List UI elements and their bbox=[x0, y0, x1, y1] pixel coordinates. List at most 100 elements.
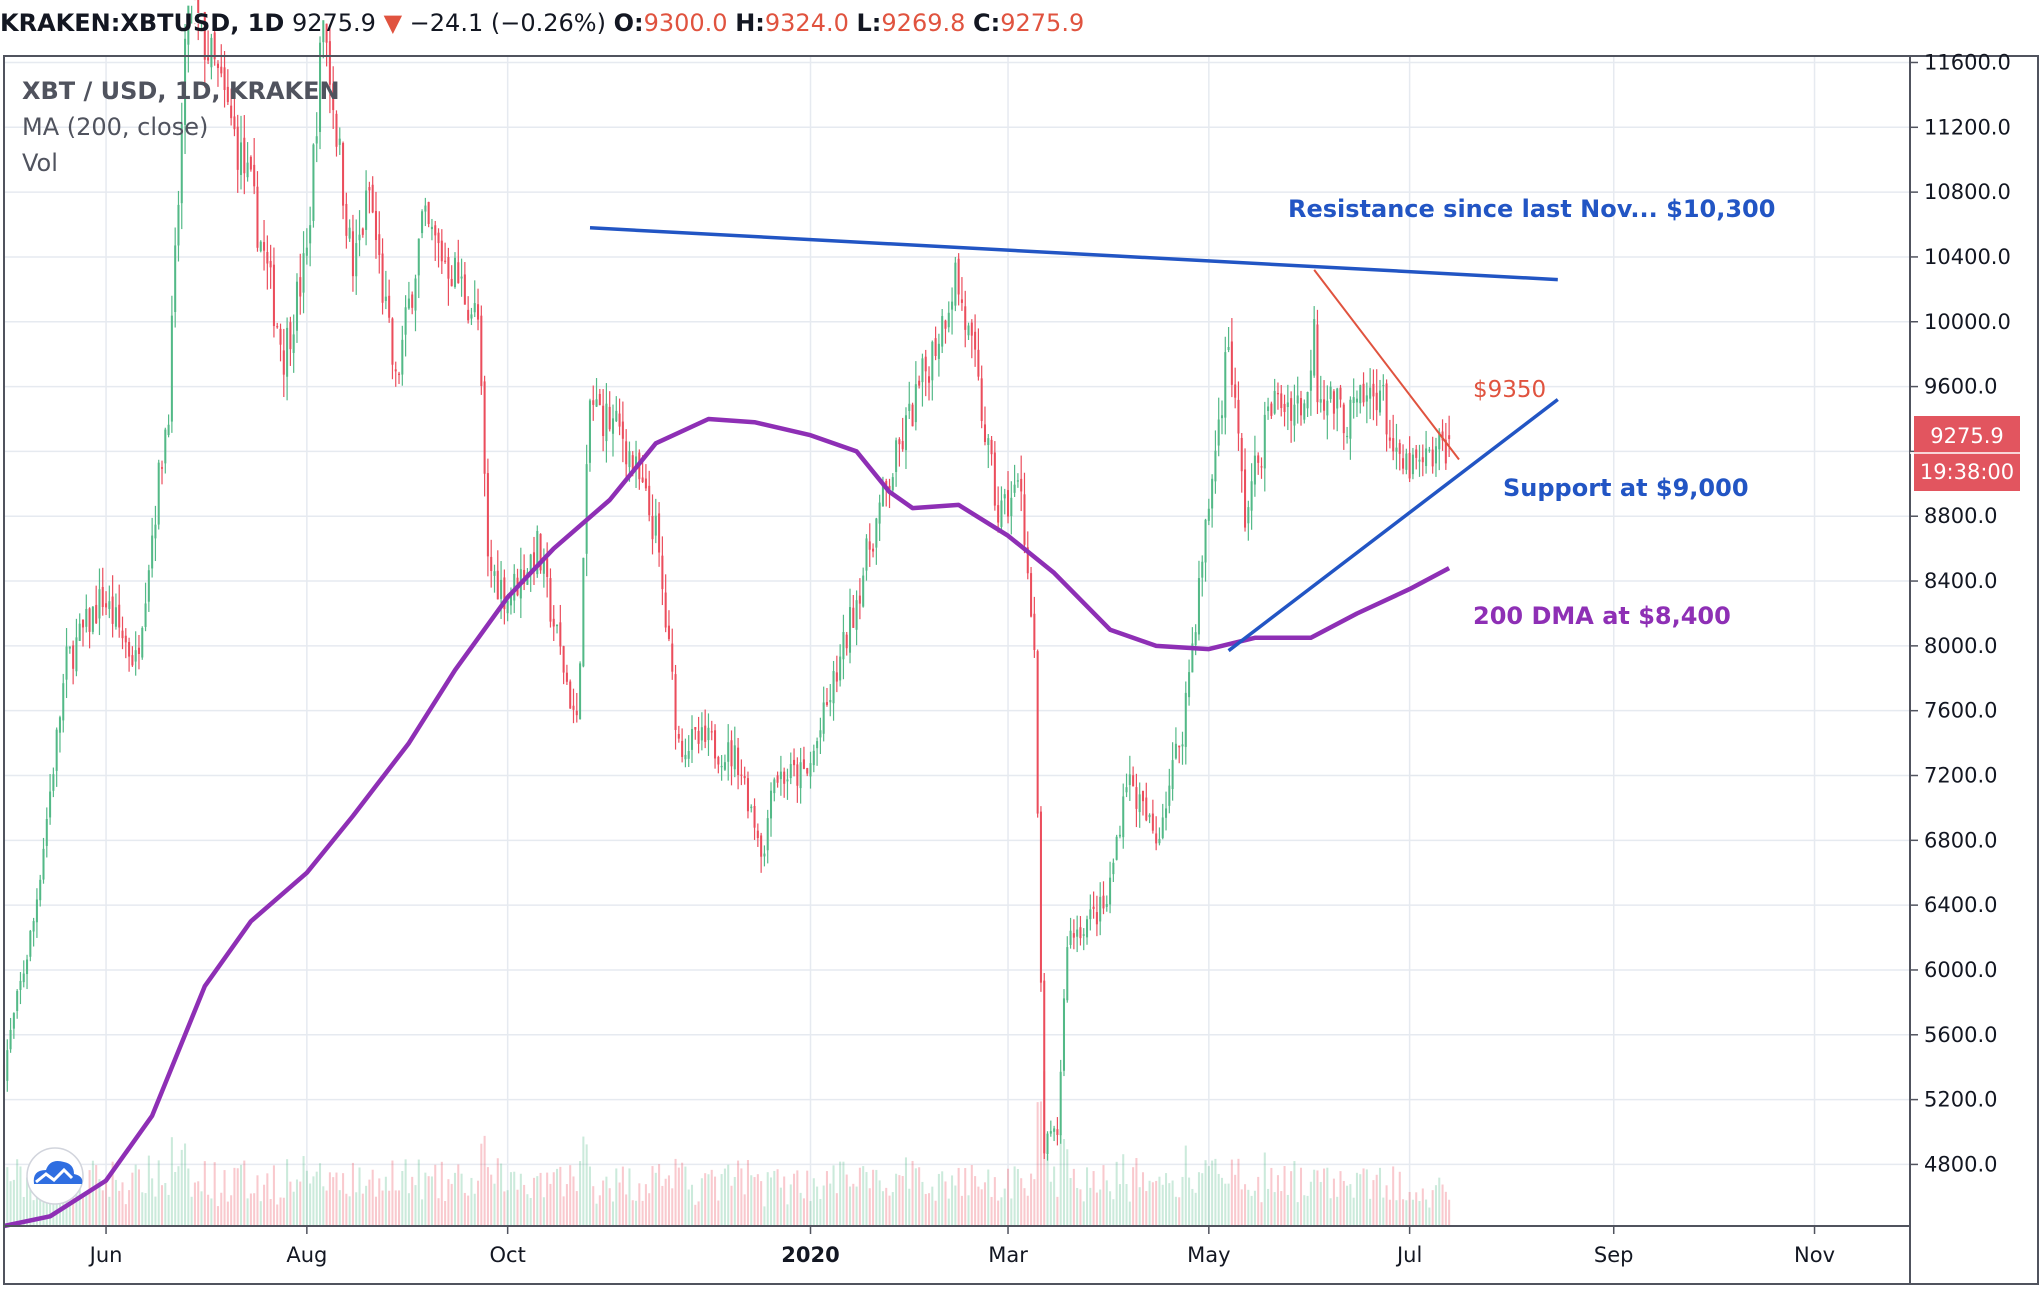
candle-body bbox=[1079, 927, 1082, 939]
volume-bar bbox=[536, 1176, 539, 1226]
volume-bar bbox=[246, 1198, 249, 1226]
volume-bar bbox=[1286, 1194, 1289, 1226]
volume-bar bbox=[315, 1171, 318, 1226]
legend-series: XBT / USD, 1D, KRAKEN bbox=[22, 77, 340, 105]
candle-body bbox=[954, 262, 957, 306]
volume-bar bbox=[1240, 1189, 1243, 1226]
candle-body bbox=[1224, 352, 1227, 418]
time-axis[interactable]: Jun Aug Oct 2020 Mar May Jul Sep Nov bbox=[88, 1226, 1835, 1267]
candle-body bbox=[1283, 403, 1286, 412]
open-value: 9300.0 bbox=[643, 9, 728, 37]
candle-body bbox=[230, 105, 233, 119]
volume-bar bbox=[1227, 1183, 1230, 1226]
volume-bar bbox=[964, 1168, 967, 1226]
candle-body bbox=[697, 730, 700, 744]
volume-bar bbox=[1013, 1166, 1016, 1226]
volume-bar bbox=[588, 1166, 591, 1226]
candle-body bbox=[1217, 419, 1220, 446]
candle-body bbox=[22, 973, 25, 983]
volume-bar bbox=[911, 1160, 914, 1226]
candle-body bbox=[95, 604, 98, 624]
candle-body bbox=[1230, 341, 1233, 385]
volume-bar bbox=[490, 1174, 493, 1226]
volume-bar bbox=[378, 1178, 381, 1226]
volume-bar bbox=[388, 1190, 391, 1226]
volume-bar bbox=[52, 1184, 55, 1226]
volume-bar bbox=[460, 1173, 463, 1226]
volume-bar bbox=[842, 1161, 845, 1226]
volume-bar bbox=[105, 1181, 108, 1226]
y-tick-label: 5200.0 bbox=[1924, 1088, 1997, 1112]
volume-bar bbox=[1194, 1192, 1197, 1226]
candle-body bbox=[1181, 744, 1184, 747]
volume-bar bbox=[342, 1173, 345, 1226]
candle-body bbox=[263, 242, 266, 251]
volume-bar bbox=[207, 1194, 210, 1226]
candle-body bbox=[463, 274, 466, 305]
candle-body bbox=[437, 232, 440, 244]
volume-bar bbox=[618, 1182, 621, 1226]
close-label: C: bbox=[973, 9, 1001, 37]
candle-body bbox=[72, 645, 75, 669]
candle-body bbox=[980, 378, 983, 422]
candle-body bbox=[677, 733, 680, 739]
volume-bar bbox=[822, 1185, 825, 1226]
volume-bar bbox=[1250, 1195, 1253, 1226]
volume-bar bbox=[858, 1167, 861, 1226]
volume-bar bbox=[1046, 1155, 1049, 1226]
candle-body bbox=[1385, 383, 1388, 435]
volume-bar bbox=[1125, 1184, 1128, 1226]
candle-body bbox=[325, 23, 328, 43]
candle-body bbox=[226, 86, 229, 103]
volume-bar bbox=[865, 1172, 868, 1226]
volume-bar bbox=[141, 1192, 144, 1226]
volume-bar bbox=[1118, 1184, 1121, 1226]
candle-body bbox=[361, 228, 364, 235]
candle-body bbox=[858, 595, 861, 604]
volume-bar bbox=[1280, 1191, 1283, 1226]
candle-body bbox=[842, 632, 845, 660]
volume-bar bbox=[154, 1196, 157, 1226]
candle-body bbox=[904, 415, 907, 451]
y-tick-label: 6400.0 bbox=[1924, 893, 1997, 917]
candle-body bbox=[756, 830, 759, 839]
volume-bar bbox=[628, 1168, 631, 1226]
candle-body bbox=[9, 1029, 12, 1050]
volume-bar bbox=[101, 1190, 104, 1226]
candle-body bbox=[542, 559, 545, 574]
candle-body bbox=[1003, 494, 1006, 499]
candle-body bbox=[710, 731, 713, 733]
volume-bar bbox=[1062, 1139, 1066, 1226]
volume-bar bbox=[556, 1168, 559, 1226]
candle-body bbox=[266, 252, 269, 264]
candle-body bbox=[997, 505, 1000, 523]
candle-body bbox=[983, 424, 987, 442]
volume-bar bbox=[1086, 1167, 1089, 1226]
candle-body bbox=[6, 1050, 9, 1081]
volume-bar bbox=[631, 1200, 634, 1226]
volume-bar bbox=[124, 1204, 127, 1226]
candle-body bbox=[45, 819, 48, 846]
volume-bar bbox=[848, 1186, 852, 1226]
volume-bar bbox=[434, 1164, 437, 1226]
volume-bar bbox=[483, 1135, 486, 1226]
candle-body bbox=[970, 322, 973, 336]
candle-body bbox=[32, 921, 35, 932]
volume-bar bbox=[1263, 1152, 1266, 1226]
volume-bar bbox=[1323, 1168, 1326, 1226]
candle-body bbox=[1240, 437, 1243, 472]
candle-body bbox=[1128, 774, 1131, 786]
candle-body bbox=[1418, 459, 1421, 462]
volume-bar bbox=[1095, 1192, 1098, 1226]
candle-body bbox=[549, 578, 552, 622]
symbol-name[interactable]: KRAKEN:XBTUSD, 1D bbox=[0, 9, 285, 37]
tradingview-cloud-icon[interactable] bbox=[26, 1147, 84, 1205]
candle-body bbox=[1336, 388, 1339, 409]
candle-body bbox=[305, 247, 308, 256]
candle-body bbox=[243, 137, 246, 174]
candle-body bbox=[1122, 796, 1125, 838]
candle-body bbox=[914, 384, 917, 423]
candle-body bbox=[312, 144, 315, 221]
candle-body bbox=[546, 558, 549, 577]
